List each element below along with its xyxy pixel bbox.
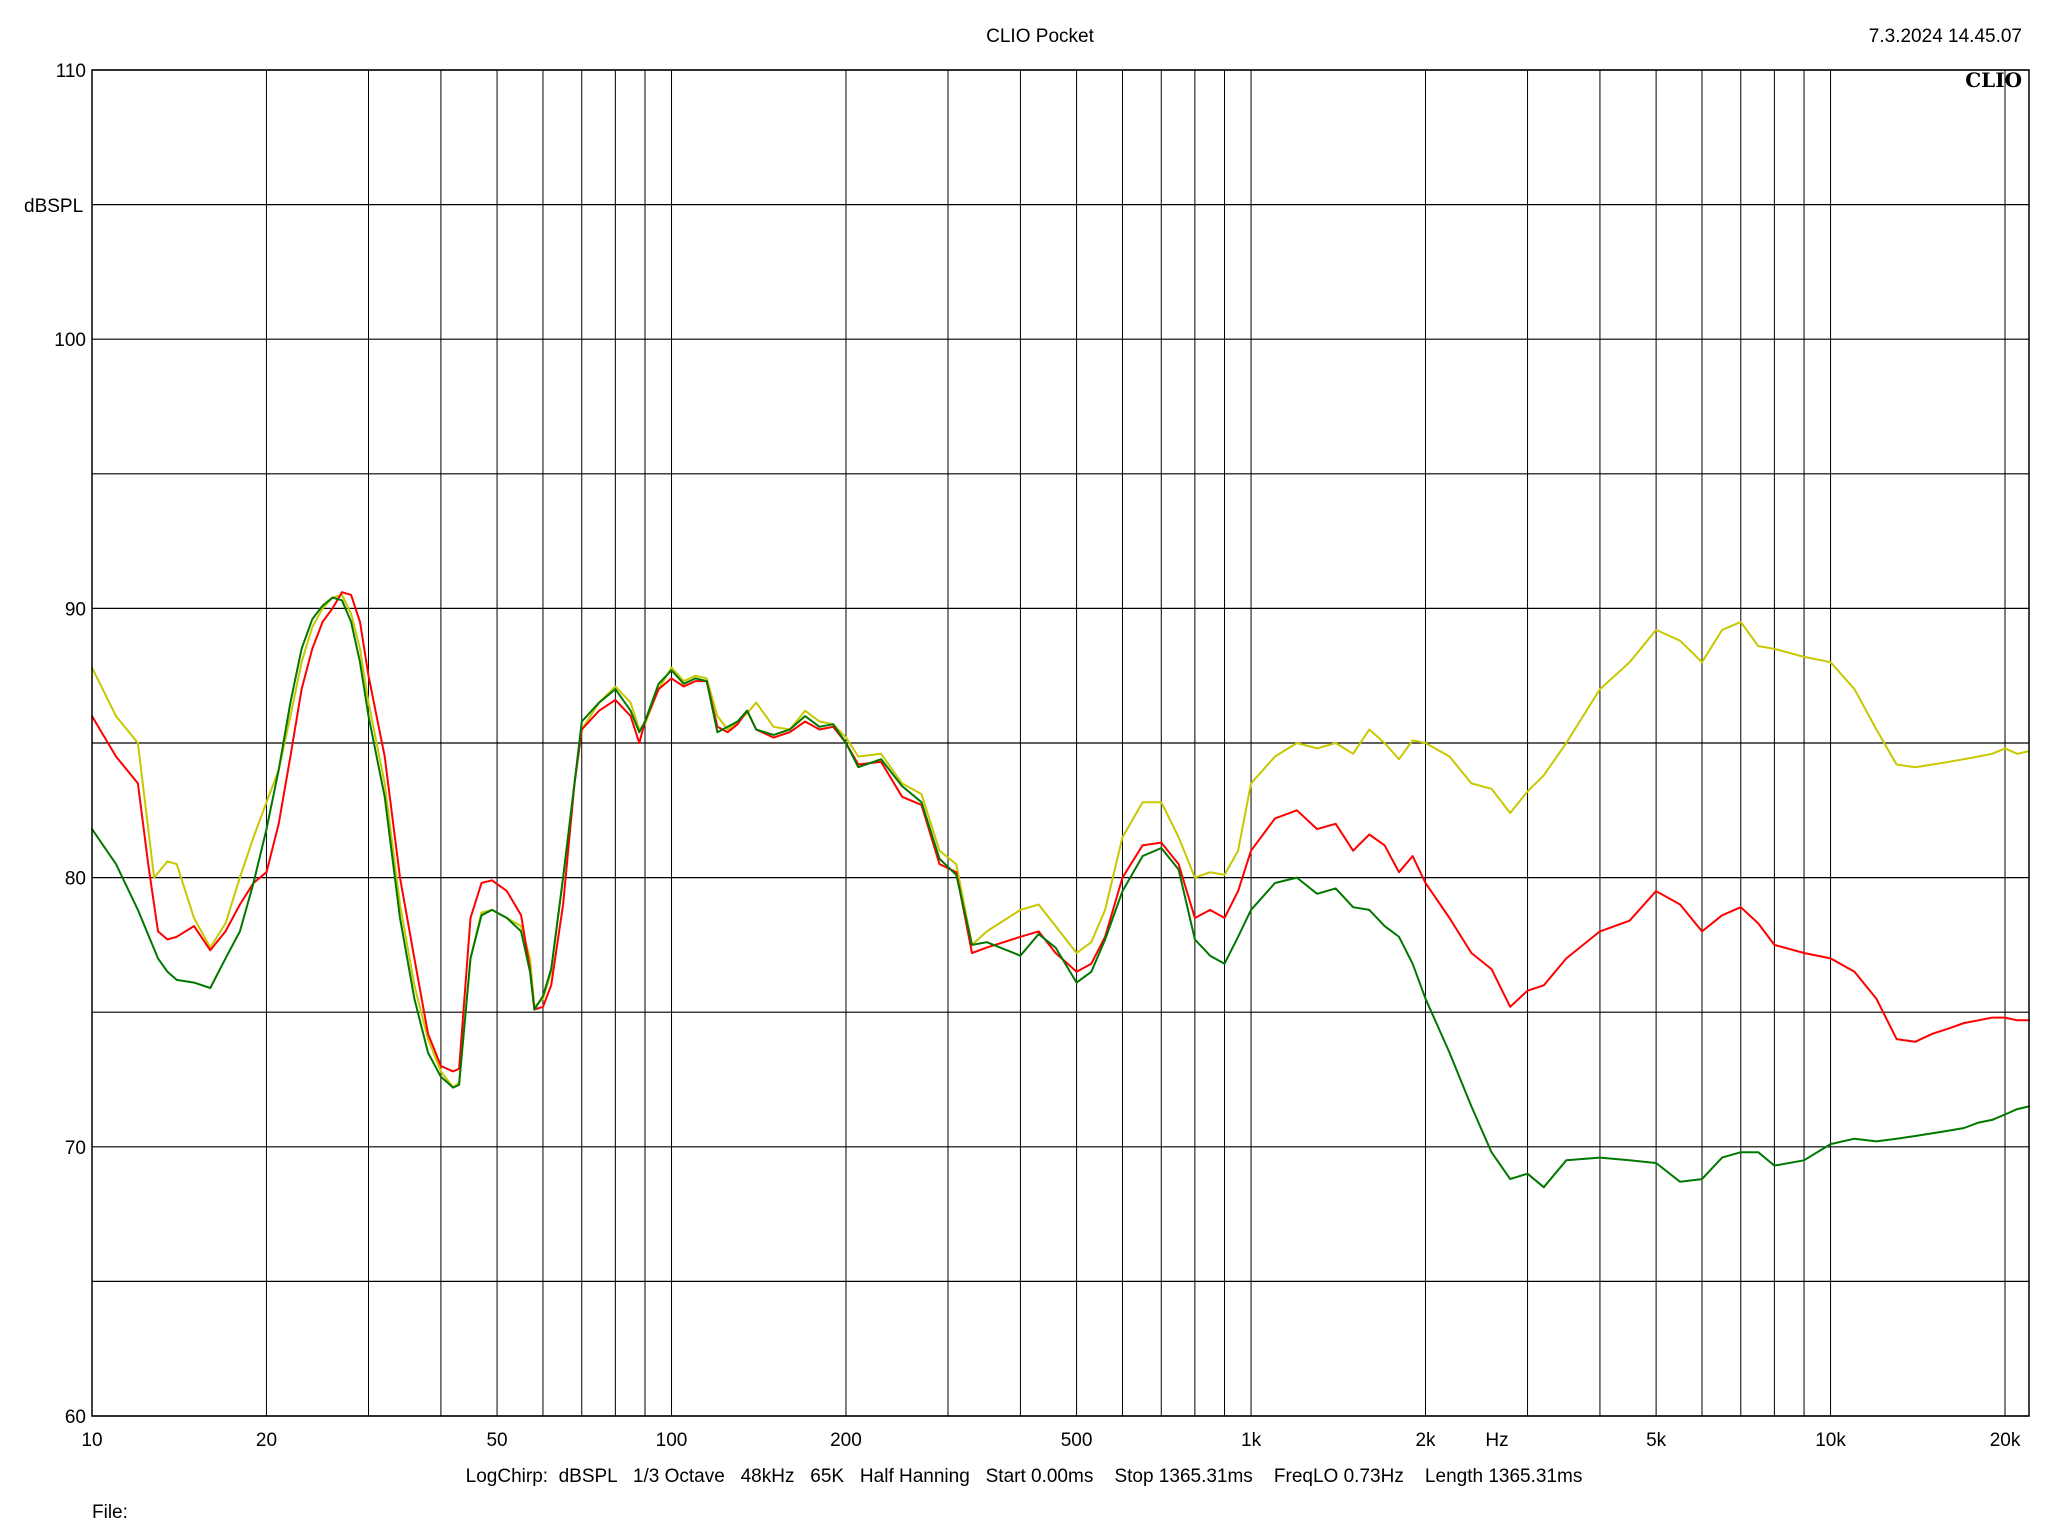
x-tick-label: 200 — [830, 1430, 862, 1451]
response-curve-1 — [91, 593, 2030, 1089]
clio-logo: CLIO — [1965, 68, 2022, 92]
measurement-settings: LogChirp: dBSPL 1/3 Octave 48kHz 65K Hal… — [466, 1466, 1583, 1487]
x-axis-ticks: 10 20 50 100 200 500 1k 2k 5k 10k 20k — [81, 1430, 2020, 1451]
x-axis-label: Hz — [1485, 1430, 1508, 1451]
y-tick-label: 100 — [54, 330, 86, 351]
x-tick-label: 100 — [656, 1430, 688, 1451]
response-curve-2 — [91, 591, 2030, 1073]
x-tick-label: 10 — [81, 1430, 102, 1451]
x-tick-label: 50 — [486, 1430, 507, 1451]
x-tick-label: 500 — [1061, 1430, 1093, 1451]
plot-frame — [91, 69, 2030, 1417]
y-tick-label: 110 — [56, 61, 86, 82]
timestamp: 7.3.2024 14.45.07 — [1869, 26, 2022, 47]
chart-title: CLIO Pocket — [986, 26, 1094, 47]
x-tick-label: 2k — [1415, 1430, 1436, 1451]
y-axis-ticks: 60 70 80 90 100 110 — [54, 61, 86, 1428]
x-tick-label: 1k — [1241, 1430, 1262, 1451]
y-tick-label: 90 — [65, 599, 86, 620]
y-tick-label: 60 — [65, 1407, 86, 1428]
y-tick-label: 70 — [65, 1138, 86, 1159]
plot-curves — [91, 591, 2030, 1189]
y-tick-label: 80 — [65, 869, 86, 890]
x-tick-label: 20k — [1990, 1430, 2021, 1451]
x-tick-label: 10k — [1815, 1430, 1846, 1451]
x-tick-label: 20 — [256, 1430, 277, 1451]
y-axis-label: dBSPL — [24, 196, 83, 217]
x-tick-label: 5k — [1646, 1430, 1667, 1451]
file-label: File: — [92, 1502, 128, 1523]
response-curve-3 — [91, 596, 2030, 1189]
